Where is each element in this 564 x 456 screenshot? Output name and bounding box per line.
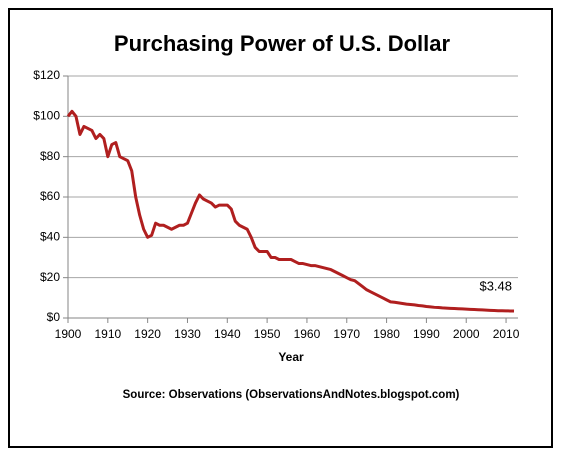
x-tick-label: 1930 [174,327,201,341]
y-tick-label: $60 [40,189,60,203]
chart-border [8,8,553,448]
annotation: $3.48 [479,278,512,293]
x-tick-label: 1980 [373,327,400,341]
chart-title: Purchasing Power of U.S. Dollar [114,31,451,56]
x-tick-label: 2000 [453,327,480,341]
y-tick-label: $0 [47,310,61,324]
x-tick-label: 1900 [55,327,82,341]
x-tick-label: 1940 [214,327,241,341]
y-tick-label: $80 [40,149,60,163]
y-tick-label: $20 [40,270,60,284]
x-tick-label: 1990 [413,327,440,341]
x-tick-label: 1960 [294,327,321,341]
y-tick-label: $120 [33,68,60,82]
source: Source: Observations (ObservationsAndNot… [123,389,460,401]
x-tick-label: 1970 [333,327,360,341]
y-tick-label: $100 [33,109,60,123]
data-line [66,109,515,313]
x-axis-label: Year [278,350,304,364]
x-tick-label: 1920 [134,327,161,341]
x-tick-label: 2010 [493,327,520,341]
y-tick-label: $40 [40,230,60,244]
x-tick-label: 1910 [94,327,121,341]
x-tick-label: 1950 [254,327,281,341]
